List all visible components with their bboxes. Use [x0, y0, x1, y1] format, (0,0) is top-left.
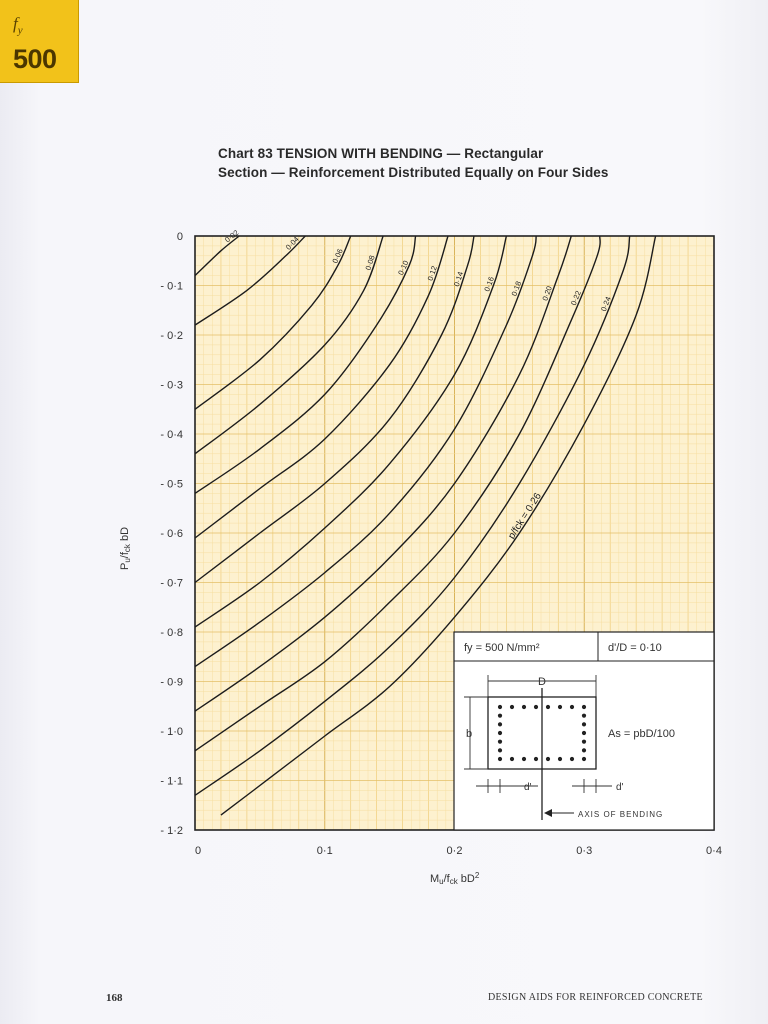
bar-dot	[569, 704, 575, 710]
curve-0-14	[194, 235, 475, 584]
curve-0-04	[194, 235, 306, 326]
bar-dot	[497, 713, 503, 718]
inset-axis-label: AXIS OF BENDING	[578, 810, 663, 819]
bar-dot	[581, 713, 587, 718]
curve-0-08	[194, 235, 384, 455]
x-tick-label: 0	[195, 845, 201, 857]
curves	[194, 235, 657, 816]
bar-dot	[497, 739, 503, 744]
footer-page-number: 168	[106, 992, 123, 1004]
curve-0-18	[194, 235, 537, 668]
bar-dot	[533, 704, 539, 710]
bar-dot	[545, 704, 551, 710]
y-axis-title: Pu/fck bD	[119, 527, 132, 570]
bar-dot	[521, 756, 527, 762]
bar-dot	[581, 748, 587, 753]
bar-dot	[557, 756, 563, 762]
curve-0-10	[194, 235, 417, 494]
bar-dot	[581, 756, 587, 762]
inset-b-label: b	[466, 728, 472, 740]
curve-0-24	[194, 235, 631, 796]
reinforcement-bars	[497, 704, 587, 762]
inset-d-right-label: d'	[616, 782, 624, 793]
bar-dot	[557, 704, 563, 710]
x-axis-title: Mu/fck bD2	[430, 871, 480, 886]
curve-0-16	[194, 235, 508, 628]
y-tick-label: - 0·1	[160, 281, 183, 293]
inset-D-label: D	[538, 676, 546, 688]
bar-dot	[533, 756, 539, 762]
bar-dot	[545, 756, 551, 762]
bar-dot	[581, 704, 587, 710]
x-tick-label: 0·2	[447, 845, 463, 857]
curve-0-12	[194, 235, 449, 539]
footer-book-title: DESIGN AIDS FOR REINFORCED CONCRETE	[488, 992, 703, 1003]
inset-dD-label: d'/D = 0·10	[608, 642, 662, 654]
bar-dot	[581, 722, 587, 727]
axis-arrow-head	[544, 809, 552, 817]
fy-tab: fy 500	[0, 0, 79, 83]
bar-dot	[569, 756, 575, 762]
curve-label: 0·14	[452, 271, 465, 288]
y-tick-label: - 0·6	[160, 528, 183, 540]
tick-labels: 0 0·1 0·2 0·3 0·4 0 - 0·1 - 0·2 - 0·3 - 0·4 - 0·5 -…	[160, 231, 722, 857]
y-tick-label: - 0·5	[160, 479, 183, 491]
bar-dot	[497, 748, 503, 753]
y-tick-label: - 1·0	[160, 726, 183, 738]
bar-dot	[509, 756, 515, 762]
inset-As-label: As = pbD/100	[608, 728, 675, 740]
tab-symbol: fy	[13, 14, 23, 37]
y-tick-label: - 0·8	[160, 627, 183, 639]
inset-fy-label: fy = 500 N/mm²	[464, 642, 540, 654]
bar-dot	[497, 704, 503, 710]
tab-value: 500	[13, 44, 57, 74]
y-tick-label: - 0·3	[160, 380, 183, 392]
x-tick-label: 0·4	[706, 845, 722, 857]
x-tick-label: 0·1	[317, 845, 333, 857]
chart-title: Chart 83 TENSION WITH BENDING — Rectangu…	[218, 144, 658, 182]
bar-dot	[521, 704, 527, 710]
bar-dot	[581, 739, 587, 744]
y-tick-label: - 0·2	[160, 330, 183, 342]
inset-d-left-label: d'	[524, 782, 532, 793]
curve-0-02	[194, 235, 240, 277]
curve-label: 0·08	[364, 254, 377, 271]
y-tick-label: - 0·9	[160, 677, 183, 689]
bar-dot	[497, 730, 503, 736]
bar-dot	[497, 756, 503, 762]
bar-dot	[497, 722, 503, 727]
y-tick-label: - 1·1	[160, 776, 183, 788]
chart-title-line2: Section — Reinforcement Distributed Equa…	[218, 165, 609, 180]
inset-diagram: fy = 500 N/mm² d'/D = 0·10 D b AXIS OF B…	[453, 631, 715, 831]
bar-dot	[509, 704, 515, 710]
y-tick-label: - 1·2	[160, 825, 183, 837]
curve-p-fck-0-26	[220, 235, 657, 816]
bar-dot	[581, 730, 587, 736]
y-tick-label: - 0·7	[160, 578, 183, 590]
y-tick-label: - 0·4	[160, 429, 183, 441]
curve-0-22	[194, 235, 601, 752]
curve-label: 0·12	[426, 265, 439, 282]
x-tick-label: 0·3	[576, 845, 592, 857]
curve-0-20	[194, 235, 572, 712]
chart-title-line1: Chart 83 TENSION WITH BENDING — Rectangu…	[218, 146, 544, 161]
curve-0-06	[194, 235, 352, 410]
y-tick-label: 0	[177, 231, 183, 243]
